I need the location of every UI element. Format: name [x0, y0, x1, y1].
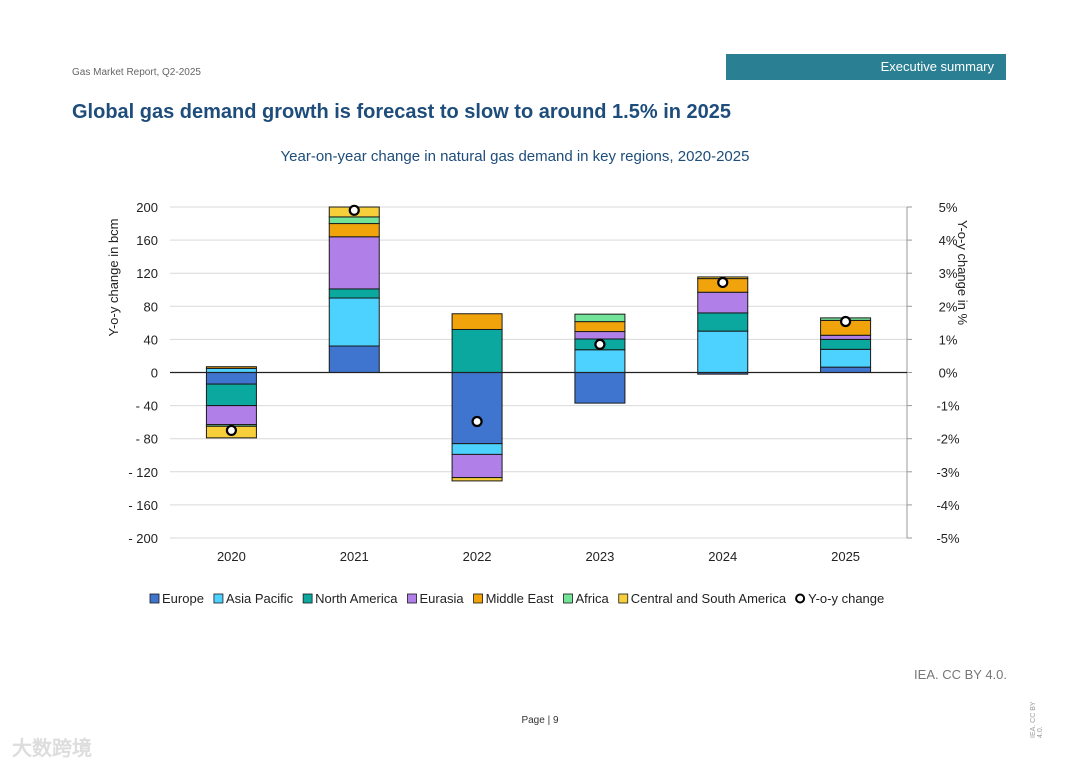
bar-segment-middle-east: [574, 321, 626, 333]
report-name: Gas Market Report, Q2-2025: [72, 67, 201, 78]
bar-segment-eurasia: [820, 334, 872, 340]
bar-segment-europe: [328, 345, 380, 373]
yoy-change-marker: [225, 424, 238, 437]
y2-tick-label: -3%: [936, 465, 960, 480]
legend-swatch: [213, 593, 224, 604]
bar-segment-north-america: [451, 328, 503, 373]
y2-tick-label: 1%: [939, 332, 958, 347]
y2-tick-label: 4%: [939, 233, 958, 248]
yoy-change-marker: [717, 276, 729, 289]
bar-segment-north-america: [328, 288, 380, 299]
y-tick-label: 200: [136, 200, 158, 215]
page-number: Page | 9: [521, 715, 559, 726]
y-tick-label: 80: [144, 299, 158, 314]
bar-segment-asia-pacific: [451, 443, 503, 455]
y2-tick-label: -4%: [936, 498, 960, 513]
y2-tick-label: 2%: [939, 299, 958, 314]
legend-swatch: [563, 593, 573, 604]
y-axis-label: Y-o-y change in bcm: [106, 218, 121, 336]
y-tick-label: - 120: [128, 465, 158, 480]
y-tick-label: - 160: [128, 498, 158, 513]
stacked-bar-chart: 200 160 120 80 40 0 - 40 - 80 - 120 - 160 - 200 5% 4…: [106, 200, 970, 606]
legend-swatch: [149, 593, 160, 604]
legend-swatch: [407, 593, 417, 604]
page-title: Global gas demand growth is forecast to …: [72, 101, 732, 123]
x-tick-label: 2025: [831, 549, 860, 564]
bar-segment-eurasia: [697, 291, 749, 314]
bar-segment-middle-east: [451, 313, 503, 330]
yoy-change-marker: [471, 415, 483, 428]
bar-segment-north-america: [820, 338, 872, 350]
legend-swatch: [302, 593, 313, 604]
legend-label: Europe: [162, 591, 204, 606]
bar-segment-europe: [451, 372, 503, 445]
legend-label: Eurasia: [420, 591, 465, 606]
y2-axis-label: Y-o-y change in %: [955, 220, 970, 325]
legend-yoy-marker: [795, 593, 806, 604]
bar-segment-middle-east: [205, 366, 257, 369]
y-tick-label: 160: [136, 233, 158, 248]
bar-segment-europe: [820, 366, 872, 373]
yoy-change-marker: [348, 204, 360, 216]
bar-segment-europe: [574, 372, 626, 404]
bar-segment-central-and-south-america: [451, 477, 503, 482]
legend-label: Middle East: [486, 591, 554, 606]
bar-segment-africa: [328, 216, 380, 225]
y2-tick-label: 0%: [939, 366, 958, 381]
y-tick-label: - 40: [136, 399, 158, 414]
y-tick-label: 40: [144, 332, 158, 347]
legend-label: North America: [315, 591, 398, 606]
y2-tick-label: 5%: [939, 200, 958, 215]
legend-label: Asia Pacific: [226, 591, 294, 606]
y-tick-label: 0: [151, 366, 158, 381]
x-tick-label: 2020: [217, 549, 246, 564]
bar-segment-asia-pacific: [820, 348, 872, 368]
section-banner: Executive summary: [726, 54, 1006, 80]
y2-tick-label: -5%: [936, 531, 960, 546]
y-tick-label: - 200: [128, 531, 158, 546]
bar-segment-north-america: [205, 383, 257, 407]
legend-label: Africa: [576, 591, 610, 606]
x-tick-label: 2022: [463, 549, 492, 564]
bar-segment-africa: [574, 313, 626, 323]
legend-swatch: [618, 593, 629, 604]
watermark: 大数跨境: [12, 738, 92, 760]
legend-label: Central and South America: [631, 591, 787, 606]
chart-title: Year-on-year change in natural gas deman…: [280, 148, 750, 165]
yoy-change-marker: [839, 315, 852, 328]
bar-segment-eurasia: [328, 236, 380, 290]
bar-segment-middle-east: [328, 223, 380, 238]
y2-tick-label: -2%: [936, 432, 960, 447]
x-tick-label: 2024: [708, 549, 737, 564]
bar-segment-asia-pacific: [328, 297, 380, 347]
source-credit: IEA. CC BY 4.0.: [914, 667, 1007, 682]
bar-segment-eurasia: [451, 453, 503, 479]
bar-segment-europe: [205, 372, 257, 385]
legend-swatch: [473, 593, 483, 604]
bar-segment-north-america: [697, 312, 749, 332]
y2-tick-label: -1%: [936, 399, 960, 414]
x-tick-label: 2021: [340, 549, 369, 564]
bar-segment-eurasia: [574, 331, 626, 340]
legend-label: Y-o-y change: [808, 591, 884, 606]
bar-segment-asia-pacific: [574, 349, 626, 373]
y-tick-label: 120: [136, 266, 158, 281]
y-tick-label: - 80: [136, 432, 158, 447]
yoy-change-marker: [594, 338, 606, 350]
bar-segment-asia-pacific: [697, 330, 749, 373]
side-credit: IEA. CC BY 4.0.: [1030, 701, 1044, 738]
bar-segment-eurasia: [205, 405, 257, 426]
bar-segment-asia-pacific: [205, 367, 257, 373]
y2-tick-label: 3%: [939, 266, 958, 281]
x-tick-label: 2023: [585, 549, 614, 564]
